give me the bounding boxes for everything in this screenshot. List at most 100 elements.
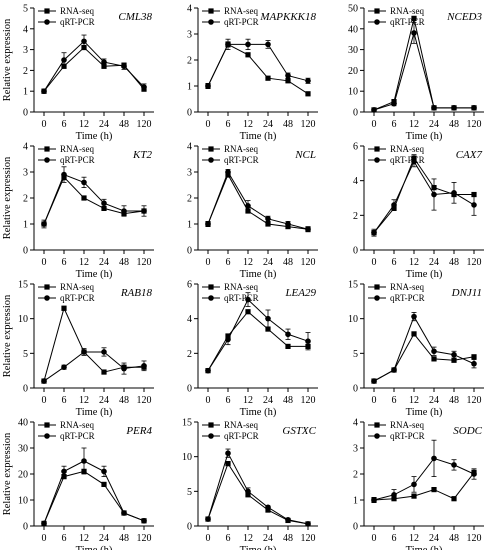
- legend-marker: [44, 146, 50, 152]
- legend-marker: [208, 422, 214, 428]
- data-point: [245, 41, 251, 48]
- x-tick-label: 12: [409, 257, 419, 268]
- y-tick-label: 5: [23, 349, 28, 360]
- y-tick-label: 40: [348, 24, 358, 35]
- x-tick-label: 6: [62, 533, 67, 544]
- legend-entry: qRT-PCR: [390, 293, 425, 303]
- series-line-1: [207, 173, 309, 230]
- y-tick-label: 4: [23, 24, 28, 35]
- legend-entry: qRT-PCR: [390, 17, 425, 27]
- data-point: [411, 313, 417, 320]
- data-point: [81, 458, 87, 464]
- x-tick-label: 6: [62, 119, 67, 130]
- x-tick-label: 120: [137, 533, 152, 544]
- data-point: [371, 378, 377, 384]
- x-tick-label: 24: [99, 533, 109, 544]
- data-point: [245, 296, 251, 303]
- x-axis-label: Time (h): [406, 407, 443, 418]
- data-point: [391, 492, 397, 498]
- data-point: [205, 83, 211, 89]
- x-tick-label: 0: [42, 119, 47, 130]
- y-tick-label: 10: [18, 496, 28, 507]
- x-tick-label: 120: [467, 257, 482, 268]
- x-tick-label: 48: [449, 395, 459, 406]
- data-point: [431, 348, 437, 355]
- legend-entry: qRT-PCR: [60, 431, 95, 441]
- data-point: [371, 229, 377, 236]
- x-tick-label: 12: [409, 119, 419, 130]
- data-point: [225, 169, 231, 175]
- data-point: [265, 504, 271, 511]
- data-point: [411, 481, 417, 488]
- x-tick-label: 6: [226, 257, 231, 268]
- legend-marker: [44, 422, 50, 428]
- x-tick-label: 6: [62, 395, 67, 406]
- data-point: [205, 367, 211, 374]
- legend-marker: [208, 157, 214, 163]
- data-point: [285, 78, 291, 84]
- y-tick-label: 10: [182, 452, 192, 463]
- x-tick-label: 12: [79, 257, 89, 268]
- data-point: [121, 208, 127, 214]
- x-tick-label: 48: [449, 257, 459, 268]
- data-point: [245, 488, 251, 495]
- data-point: [81, 179, 87, 186]
- data-point: [471, 360, 477, 367]
- data-point: [225, 461, 231, 467]
- y-tick-label: 2: [353, 470, 358, 481]
- x-axis-label: Time (h): [240, 269, 277, 280]
- x-tick-label: 48: [283, 533, 293, 544]
- series-line-2: [43, 173, 144, 225]
- legend-marker: [374, 146, 380, 152]
- x-axis-label: Time (h): [76, 407, 113, 418]
- x-tick-label: 6: [226, 395, 231, 406]
- data-point: [451, 105, 457, 111]
- x-tick-label: 12: [243, 119, 253, 130]
- data-point: [391, 100, 397, 107]
- chart-title: SODC: [453, 425, 482, 437]
- data-point: [411, 331, 417, 337]
- data-point: [431, 191, 437, 198]
- data-point: [101, 468, 107, 475]
- chart-title: CML38: [118, 11, 152, 23]
- x-axis-label: Time (h): [406, 131, 443, 142]
- y-tick-label: 3: [23, 45, 28, 56]
- y-tick-label: 2: [187, 194, 192, 205]
- series-line-1: [373, 18, 474, 111]
- data-point: [411, 15, 417, 21]
- y-tick-label: 0: [187, 246, 192, 257]
- legend-marker: [208, 295, 214, 301]
- series-line-2: [373, 160, 475, 233]
- x-tick-label: 12: [243, 395, 253, 406]
- y-tick-label: 4: [353, 418, 358, 429]
- chart-title: NCL: [294, 149, 316, 161]
- x-tick-label: 12: [79, 533, 89, 544]
- data-point: [411, 30, 417, 36]
- y-tick-label: 0: [23, 108, 28, 119]
- y-tick-label: 30: [18, 444, 28, 455]
- data-point: [305, 78, 311, 84]
- legend-entry: RNA-seq: [224, 282, 258, 292]
- legend-entry: qRT-PCR: [60, 17, 95, 27]
- y-tick-label: 1: [353, 496, 358, 507]
- legend-entry: qRT-PCR: [224, 293, 259, 303]
- legend-marker: [374, 157, 380, 163]
- legend-entry: RNA-seq: [390, 282, 424, 292]
- data-point: [371, 497, 377, 503]
- data-point: [431, 356, 437, 362]
- x-axis-label: Time (h): [240, 545, 277, 550]
- data-point: [451, 351, 457, 358]
- data-point: [411, 493, 417, 499]
- data-point: [101, 59, 107, 65]
- chart-panel-10: 0 10 20 30 40 0 6 12 24 48 120 Time (h) Relative exp…: [2, 418, 154, 550]
- data-point: [371, 107, 377, 113]
- y-tick-label: 20: [18, 470, 28, 481]
- data-point: [391, 202, 397, 208]
- y-tick-label: 3: [23, 168, 28, 179]
- y-tick-label: 5: [187, 487, 192, 498]
- legend-entry: RNA-seq: [224, 144, 258, 154]
- y-tick-label: 4: [23, 142, 28, 153]
- x-tick-label: 48: [119, 257, 129, 268]
